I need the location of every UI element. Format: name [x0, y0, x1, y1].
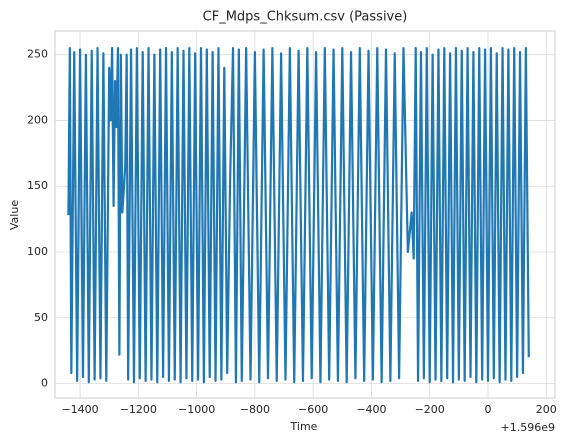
x-tick-label: −1000	[178, 403, 215, 416]
y-tick-label: 100	[27, 245, 48, 258]
x-axis-label: Time	[290, 420, 318, 433]
y-tick-label: 200	[27, 113, 48, 126]
x-tick-label: −200	[415, 403, 445, 416]
y-tick-label: 150	[27, 179, 48, 192]
y-tick-label: 250	[27, 48, 48, 61]
y-axis-label: Value	[8, 200, 21, 230]
y-tick-label: 50	[34, 311, 48, 324]
x-tick-label: 0	[484, 403, 491, 416]
x-tick-label: −400	[356, 403, 386, 416]
chart-title: CF_Mdps_Chksum.csv (Passive)	[203, 10, 408, 25]
y-tick-label: 0	[41, 377, 48, 390]
x-tick-label: −800	[240, 403, 270, 416]
data-line	[67, 47, 530, 384]
x-tick-label: −600	[298, 403, 328, 416]
plot-frame	[54, 30, 556, 399]
x-tick-label: −1200	[120, 403, 157, 416]
x-offset-label: +1.596e9	[501, 421, 555, 434]
x-tick-label: −1400	[61, 403, 98, 416]
x-tick-label: 200	[536, 403, 557, 416]
